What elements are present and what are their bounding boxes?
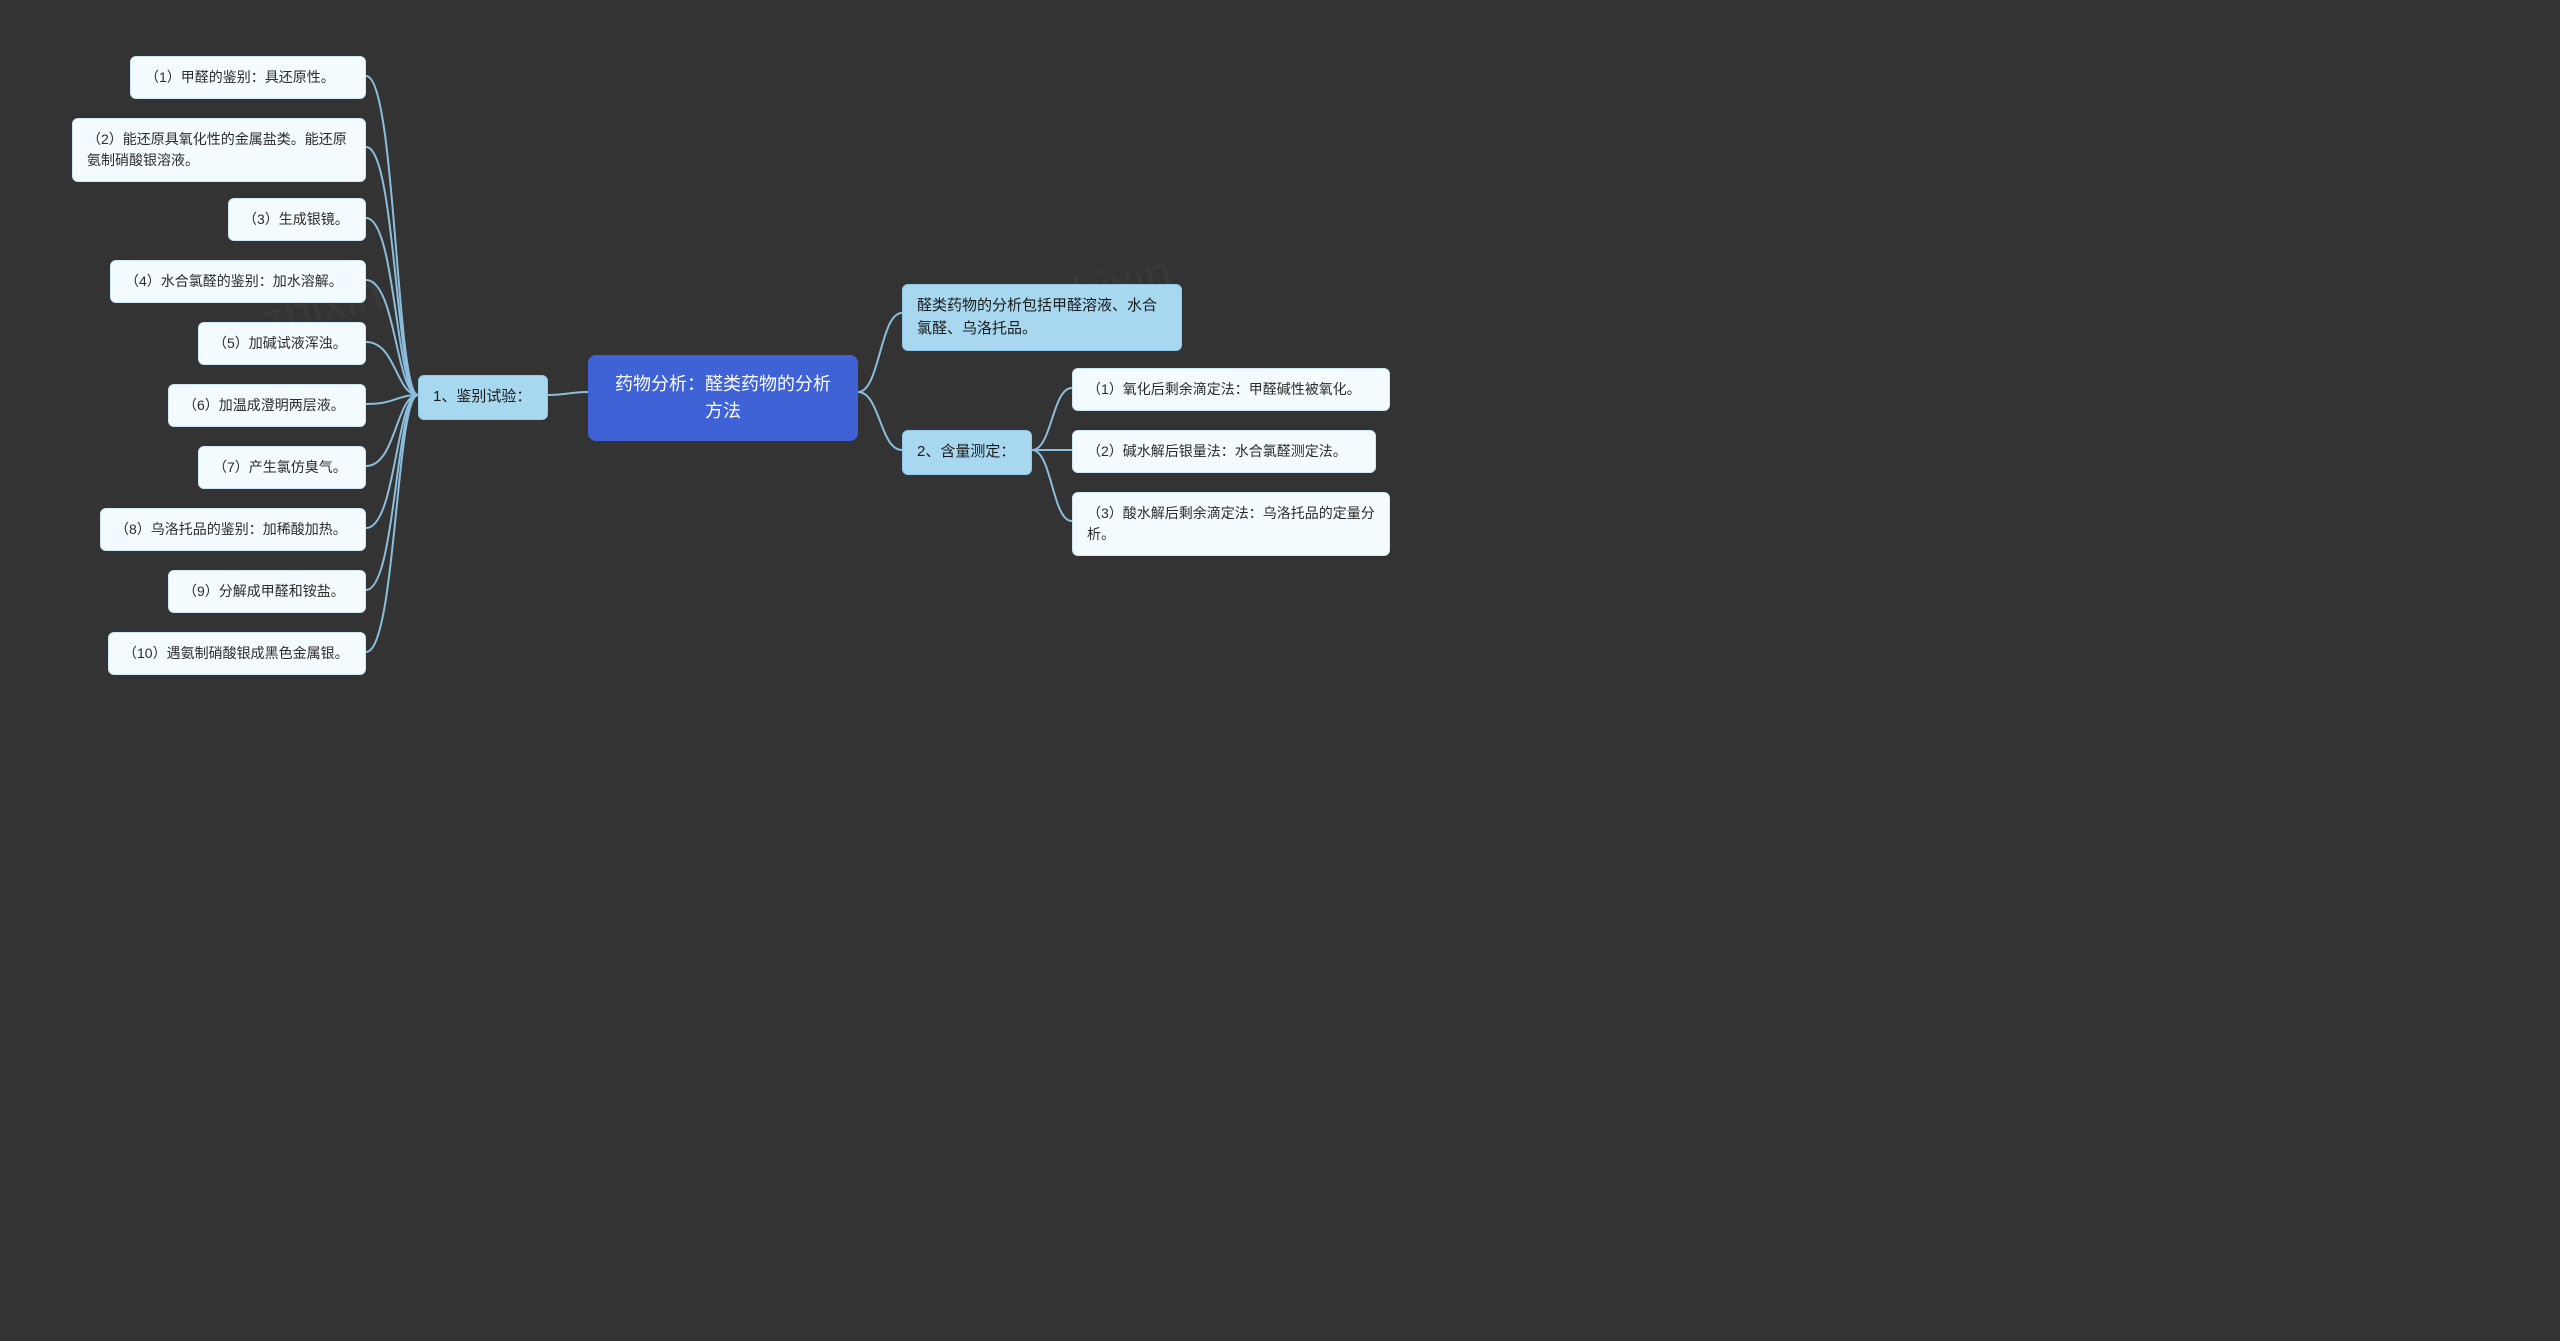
mindmap-canvas: zhixinzhixin 药物分析：醛类药物的分析方法 1、鉴别试验： 醛类药物… [0,0,1536,805]
right-leaf-1[interactable]: （1）氧化后剩余滴定法：甲醛碱性被氧化。 [1072,368,1390,411]
left-leaf-8[interactable]: （8）乌洛托品的鉴别：加稀酸加热。 [100,508,366,551]
right-leaf-3[interactable]: （3）酸水解后剩余滴定法：乌洛托品的定量分析。 [1072,492,1390,556]
left-leaf-2[interactable]: （2）能还原具氧化性的金属盐类。能还原氨制硝酸银溶液。 [72,118,366,182]
left-leaf-9[interactable]: （9）分解成甲醛和铵盐。 [168,570,366,613]
left-leaf-10[interactable]: （10）遇氨制硝酸银成黑色金属银。 [108,632,366,675]
left-leaf-3[interactable]: （3）生成银镜。 [228,198,366,241]
center-node[interactable]: 药物分析：醛类药物的分析方法 [588,355,858,441]
left-branch-node[interactable]: 1、鉴别试验： [418,375,548,420]
right-branch-node[interactable]: 2、含量测定： [902,430,1032,475]
left-leaf-7[interactable]: （7）产生氯仿臭气。 [198,446,366,489]
left-leaf-1[interactable]: （1）甲醛的鉴别：具还原性。 [130,56,366,99]
left-leaf-6[interactable]: （6）加温成澄明两层液。 [168,384,366,427]
left-leaf-5[interactable]: （5）加碱试液浑浊。 [198,322,366,365]
right-leaf-2[interactable]: （2）碱水解后银量法：水合氯醛测定法。 [1072,430,1376,473]
right-summary-node[interactable]: 醛类药物的分析包括甲醛溶液、水合氯醛、乌洛托品。 [902,284,1182,351]
left-leaf-4[interactable]: （4）水合氯醛的鉴别：加水溶解。 [110,260,366,303]
